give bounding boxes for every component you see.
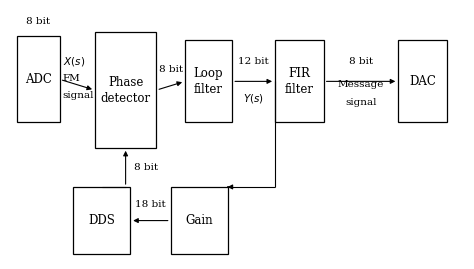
- Text: FM: FM: [63, 73, 80, 83]
- Text: DDS: DDS: [89, 214, 115, 227]
- Text: 8 bit: 8 bit: [134, 163, 158, 172]
- Bar: [171, 187, 228, 254]
- Bar: [95, 32, 156, 148]
- Text: Gain: Gain: [185, 214, 213, 227]
- Bar: [275, 40, 324, 122]
- Text: FIR
filter: FIR filter: [285, 67, 314, 96]
- Bar: [398, 40, 447, 122]
- Text: signal: signal: [345, 98, 377, 107]
- Text: 8 bit: 8 bit: [27, 17, 50, 26]
- Text: Phase
detector: Phase detector: [100, 76, 151, 105]
- Bar: [185, 40, 232, 122]
- Text: Message: Message: [338, 80, 384, 89]
- Text: DAC: DAC: [409, 75, 436, 88]
- Bar: [73, 187, 130, 254]
- Text: signal: signal: [63, 91, 94, 100]
- Text: 18 bit: 18 bit: [135, 200, 166, 209]
- Text: 12 bit: 12 bit: [238, 57, 269, 66]
- Text: 8 bit: 8 bit: [349, 57, 373, 66]
- Text: Loop
filter: Loop filter: [194, 67, 223, 96]
- Text: ADC: ADC: [25, 73, 52, 86]
- Bar: [17, 36, 60, 122]
- Text: $Y(s)$: $Y(s)$: [243, 92, 264, 105]
- Text: $X(s)$: $X(s)$: [63, 55, 85, 68]
- Text: 8 bit: 8 bit: [159, 65, 182, 75]
